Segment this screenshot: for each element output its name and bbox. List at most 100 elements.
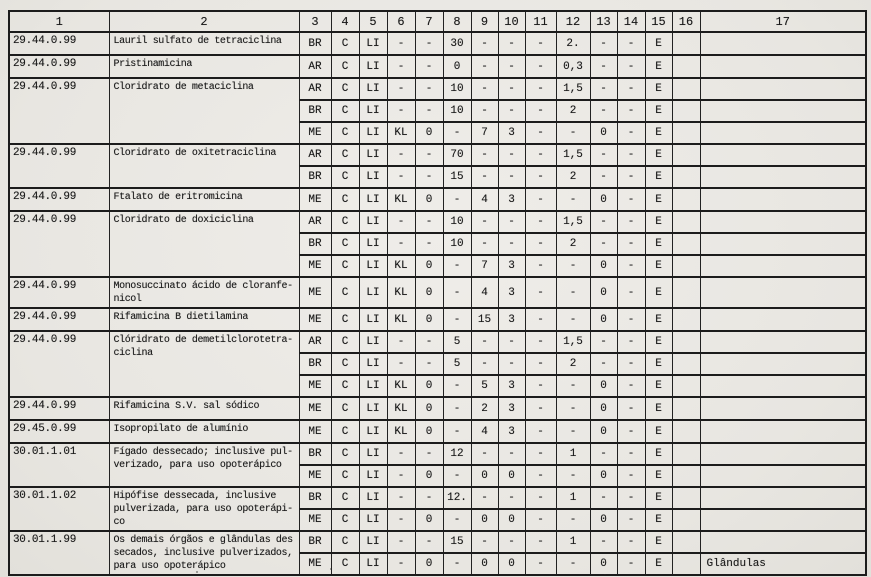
cell-col-12: 1 (555, 442, 591, 466)
cell-col-7: - (414, 486, 444, 510)
cell-col-8: 30 (442, 31, 472, 56)
cell-col-11: - (524, 31, 557, 56)
cell-col-10: - (497, 210, 526, 234)
cell-col-9: 0 (470, 464, 499, 488)
cell-col-12: - (555, 276, 591, 309)
cell-col-9: 2 (470, 396, 499, 421)
tariff-table: 1 2 3 4 5 6 7 8 9 10 11 12 13 14 15 16 17 29.44.0.99 Laur… (8, 10, 867, 576)
item-code: 29.45.0.99 (8, 419, 110, 444)
cell-col-10: 3 (497, 276, 526, 309)
item-code: 29.44.0.99 (8, 307, 110, 332)
cell-col-14: - (616, 352, 646, 376)
table-row: 29.44.0.99 Cloridrato de doxiciclina AR C LI… (8, 210, 867, 278)
cell-col-9: 5 (470, 374, 499, 398)
cell-col-7: 0 (414, 396, 444, 421)
cell-col-16 (671, 210, 701, 234)
cell-col-12: - (555, 396, 591, 421)
cell-col-17 (699, 276, 867, 309)
cell-col-10: - (497, 54, 526, 79)
cell-col-13: 0 (589, 121, 618, 145)
cell-col-6: KL (386, 254, 416, 278)
cell-col-12: 0,3 (555, 54, 591, 79)
cell-col-9: - (470, 330, 499, 354)
cell-col-4: C (330, 210, 360, 234)
cell-col-10: - (497, 330, 526, 354)
table-row: 29.44.0.99 Lauril sulfato de tetraciclina… (8, 31, 867, 56)
cell-col-11: - (524, 232, 557, 256)
table-row: ME C LI KL 0-7 3- -0- E (9, 254, 867, 278)
cell-col-5: LI (358, 352, 388, 376)
cell-col-17 (699, 165, 867, 189)
item-description: Ftalato de eritromicina (108, 187, 300, 212)
cell-col-7: - (414, 530, 444, 554)
cell-col-12: - (555, 508, 591, 532)
cell-col-7: 0 (414, 254, 444, 278)
cell-col-5: LI (358, 165, 388, 189)
cell-col-13: - (589, 330, 618, 354)
cell-col-4: C (330, 121, 360, 145)
cell-col-10: - (497, 232, 526, 256)
cell-col-8: 5 (442, 352, 472, 376)
cell-col-10: 0 (497, 508, 526, 532)
cell-col-17 (699, 77, 867, 101)
cell-col-6: KL (386, 121, 416, 145)
cell-col-10: 0 (497, 552, 526, 576)
cell-col-10: - (497, 530, 526, 554)
cell-col-13: - (589, 232, 618, 256)
cell-col-15: E (644, 352, 673, 376)
table-row: 30.01.1.02 Hipófise dessecada, inclusive … (8, 486, 867, 532)
cell-col-8: - (442, 254, 472, 278)
cell-col-13: 0 (589, 419, 618, 444)
cell-col-10: - (497, 352, 526, 376)
cell-col-14: - (616, 442, 646, 466)
cell-col-10: 3 (497, 121, 526, 145)
cell-col-16 (671, 121, 701, 145)
cell-col-4: C (330, 31, 360, 56)
cell-col-5: LI (358, 77, 388, 101)
cell-col-6: - (386, 552, 416, 576)
cell-col-4: C (330, 464, 360, 488)
cell-col-14: - (616, 508, 646, 532)
column-header-2: 2 (108, 10, 300, 33)
item-code: 30.01.1.99 (8, 530, 110, 576)
cell-col-12: - (555, 552, 591, 576)
cell-col-3: ME (298, 254, 332, 278)
cell-col-16 (671, 552, 701, 576)
cell-col-12: - (555, 254, 591, 278)
cell-col-7: - (414, 165, 444, 189)
cell-col-12: 2. (555, 31, 591, 56)
item-code: 29.44.0.99 (8, 210, 110, 278)
cell-col-17 (699, 486, 867, 510)
table-row: ME C LI KL 0-7 3- -0- E (9, 121, 867, 145)
table-row: ME C LI KL 0-5 3- -0- E (9, 374, 867, 398)
cell-col-7: - (414, 77, 444, 101)
cell-col-13: - (589, 54, 618, 79)
cell-col-8: - (442, 276, 472, 309)
cell-col-15: E (644, 486, 673, 510)
cell-col-17 (699, 210, 867, 234)
scan-artifact (604, 574, 606, 575)
cell-col-17 (699, 508, 867, 532)
cell-col-15: E (644, 330, 673, 354)
table-row: 29.45.0.99 Isopropilato de alumínio ME C LI K… (8, 419, 867, 444)
cell-col-5: LI (358, 187, 388, 212)
cell-col-14: - (616, 143, 646, 167)
cell-col-16 (671, 99, 701, 123)
cell-col-3: AR (298, 143, 332, 167)
cell-col-10: 3 (497, 419, 526, 444)
cell-col-5: LI (358, 464, 388, 488)
cell-col-7: - (414, 352, 444, 376)
table-row: 30.01.1.01 Fígado dessecado; inclusive pu… (8, 442, 867, 488)
column-header-4: 4 (330, 10, 360, 33)
cell-col-6: - (386, 486, 416, 510)
cell-col-8: 10 (442, 99, 472, 123)
cell-col-14: - (616, 374, 646, 398)
cell-col-14: - (616, 99, 646, 123)
cell-col-16 (671, 330, 701, 354)
cell-col-8: - (442, 307, 472, 332)
cell-col-4: C (330, 508, 360, 532)
cell-col-11: - (524, 143, 557, 167)
cell-col-4: C (330, 530, 360, 554)
cell-col-3: ME (298, 276, 332, 309)
table-row: 29.44.0.99 Rifamicina S.V. sal sódico ME C L… (8, 396, 867, 421)
